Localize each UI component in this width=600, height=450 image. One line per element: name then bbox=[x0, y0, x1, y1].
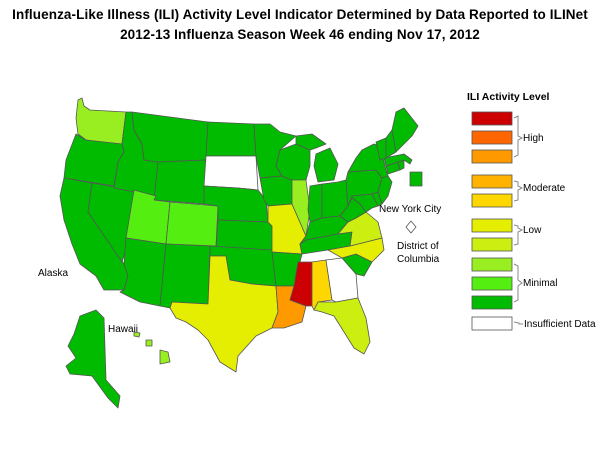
state-maine[interactable] bbox=[391, 107, 419, 153]
legend-bracket-minimal bbox=[513, 263, 523, 303]
legend-label-insufficient: Insufficient Data bbox=[524, 319, 596, 330]
state-hawaii[interactable] bbox=[133, 331, 171, 365]
state-new-jersey[interactable] bbox=[377, 175, 393, 205]
dc-label-line-2: Columbia bbox=[397, 254, 440, 265]
nyc-label: New York City bbox=[379, 204, 441, 215]
state-indiana[interactable] bbox=[307, 183, 323, 223]
state-texas[interactable] bbox=[169, 255, 279, 373]
dc-label-line-1: District of bbox=[397, 241, 439, 252]
legend-swatch-level-1 bbox=[471, 295, 513, 310]
legend-label-moderate: Moderate bbox=[523, 183, 566, 194]
legend-title: ILI Activity Level bbox=[467, 91, 550, 103]
legend-swatch-level-2 bbox=[471, 276, 513, 291]
state-north-dakota[interactable] bbox=[205, 121, 257, 157]
legend-swatch-level-8 bbox=[471, 149, 513, 164]
legend-bracket-low bbox=[513, 224, 524, 246]
state-new-mexico[interactable] bbox=[159, 243, 211, 309]
state-colorado[interactable] bbox=[165, 201, 219, 247]
state-florida[interactable] bbox=[313, 297, 371, 355]
state-massachusetts[interactable] bbox=[383, 153, 413, 167]
state-illinois[interactable] bbox=[291, 179, 311, 237]
title-line-2: 2012-13 Influenza Season Week 46 ending … bbox=[120, 27, 480, 42]
state-iowa[interactable] bbox=[259, 175, 297, 207]
state-washington[interactable] bbox=[75, 97, 127, 145]
legend-swatch-insufficient bbox=[471, 316, 513, 331]
legend-bracket-high bbox=[513, 115, 524, 158]
legend-swatch-level-9 bbox=[471, 130, 513, 145]
alaska-label: Alaska bbox=[38, 268, 68, 279]
legend-swatch-level-3 bbox=[471, 257, 513, 272]
legend-swatch-level-6 bbox=[471, 193, 513, 208]
legend-swatch-level-4 bbox=[471, 237, 513, 252]
legend: ILI Activity Level High Moderate Low Min… bbox=[467, 91, 596, 331]
state-alaska[interactable] bbox=[65, 309, 121, 409]
legend-bracket-moderate bbox=[513, 180, 524, 202]
state-michigan[interactable] bbox=[295, 133, 339, 183]
state-arizona[interactable] bbox=[119, 237, 167, 307]
hawaii-label: Hawaii bbox=[108, 324, 138, 335]
legend-bracket-insufficient bbox=[513, 321, 523, 325]
state-montana[interactable] bbox=[131, 111, 209, 163]
legend-label-minimal: Minimal bbox=[523, 278, 557, 289]
legend-label-low: Low bbox=[523, 225, 542, 236]
dc-diamond[interactable] bbox=[405, 220, 417, 234]
legend-swatch-level-10 bbox=[471, 111, 513, 126]
title-line-1: Influenza-Like Illness (ILI) Activity Le… bbox=[12, 7, 588, 22]
legend-swatch-level-5 bbox=[471, 218, 513, 233]
legend-label-high: High bbox=[523, 133, 544, 144]
state-south-dakota[interactable] bbox=[203, 155, 259, 191]
state-wyoming[interactable] bbox=[153, 159, 207, 205]
legend-swatch-level-7 bbox=[471, 174, 513, 189]
nyc-box[interactable] bbox=[409, 171, 423, 187]
